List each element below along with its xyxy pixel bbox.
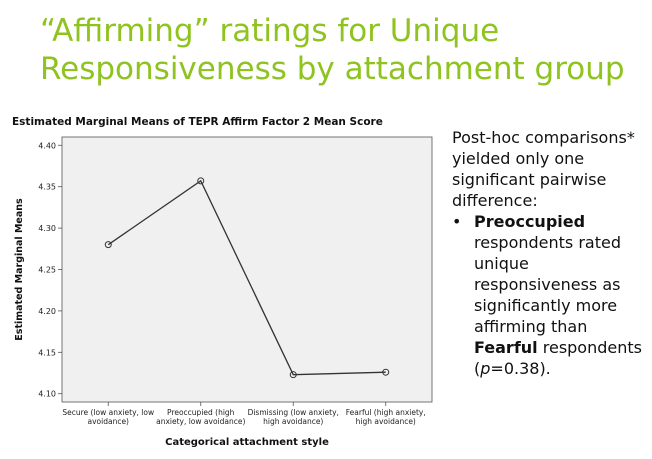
p-value: =0.38). (490, 359, 551, 378)
data-point (382, 368, 390, 376)
data-point (197, 177, 205, 185)
bullet-text: Preoccupied respondents rated unique res… (474, 211, 650, 379)
chart-svg: Estimated Marginal Means of TEPR Affirm … (12, 116, 433, 448)
chart: Estimated Marginal Means of TEPR Affirm … (0, 105, 440, 459)
bullet-middle-text: respondents rated unique responsiveness … (474, 233, 621, 336)
data-point (104, 241, 112, 249)
data-point (289, 371, 297, 379)
bullet-respondents: respondents ( (474, 338, 642, 378)
y-axis-label: Estimated Marginal Means (14, 198, 25, 341)
y-tick-label: 4.40 (38, 141, 56, 150)
x-axis-label: Categorical attachment style (165, 437, 329, 448)
x-tick-label: Dismissing (low anxiety, high avoidance) (248, 408, 339, 426)
p-letter: p (480, 359, 491, 378)
chart-title: Estimated Marginal Means of TEPR Affirm … (12, 116, 383, 128)
slide-title: “Affirming” ratings for Unique Responsiv… (40, 13, 625, 87)
y-tick-label: 4.15 (38, 348, 56, 357)
notes-bullet-item: • Preoccupied respondents rated unique r… (452, 211, 650, 379)
plot-area (61, 136, 433, 403)
word-fearful: Fearful (474, 338, 538, 357)
y-tick-label: 4.10 (38, 390, 56, 399)
bullet-icon: • (452, 212, 462, 231)
x-tick-label: Fearful (high anxiety, high avoidance) (346, 408, 426, 426)
side-notes: Post-hoc comparisons* yielded only one s… (452, 127, 650, 379)
x-tick-label: Preoccupied (high anxiety, low avoidance) (156, 408, 245, 426)
notes-intro: Post-hoc comparisons* yielded only one s… (452, 128, 635, 210)
y-tick-label: 4.25 (38, 266, 56, 275)
y-tick-label: 4.20 (38, 307, 56, 316)
y-tick-label: 4.30 (38, 224, 56, 233)
word-preoccupied: Preoccupied (474, 212, 586, 231)
y-tick-label: 4.35 (38, 183, 56, 192)
series-line (107, 179, 386, 376)
x-tick-label: Secure (low anxiety, low avoidance) (62, 408, 154, 426)
